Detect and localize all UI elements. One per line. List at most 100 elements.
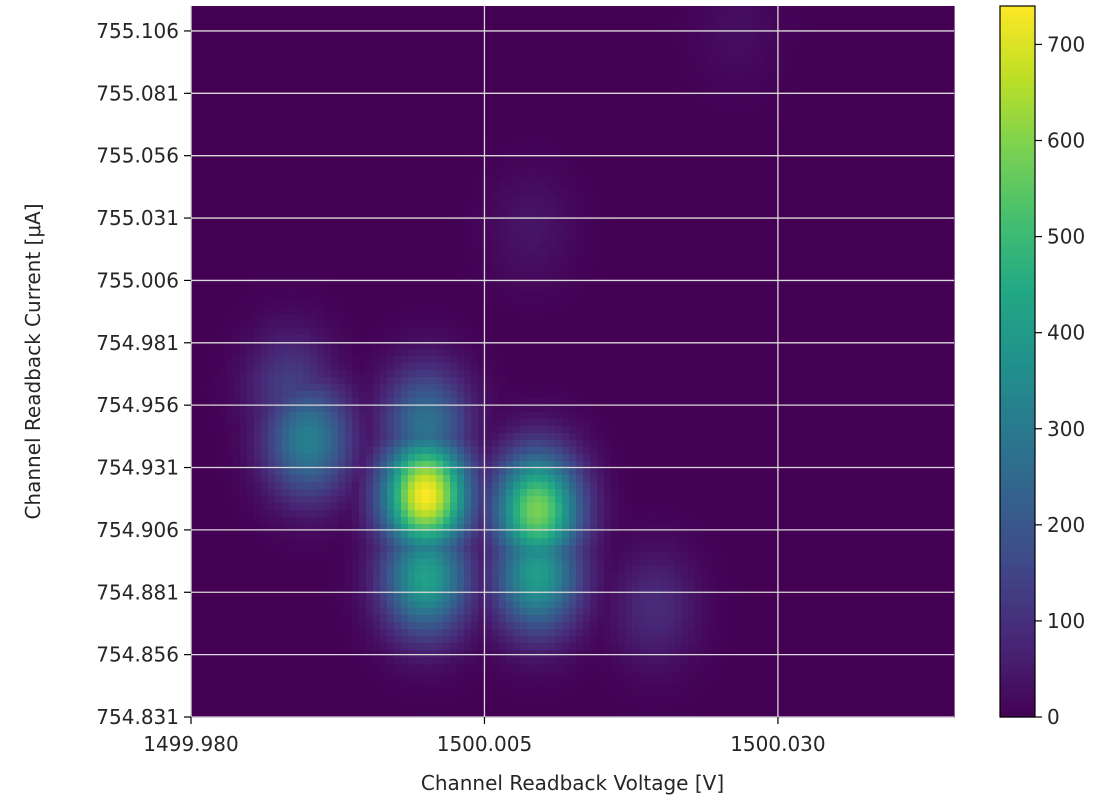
heatmap-cell	[436, 104, 444, 112]
heatmap-cell	[639, 13, 647, 21]
heatmap-cell	[345, 139, 353, 147]
heatmap-cell	[450, 41, 458, 49]
heatmap-cell	[933, 251, 941, 259]
heatmap-cell	[506, 132, 514, 140]
heatmap-cell	[198, 167, 206, 175]
heatmap-cell	[471, 258, 479, 266]
heatmap-cell	[520, 13, 528, 21]
heatmap-cell	[345, 167, 353, 175]
heatmap-cell	[877, 104, 885, 112]
heatmap-cell	[380, 13, 388, 21]
heatmap-cell	[492, 83, 500, 91]
heatmap-cell	[821, 160, 829, 168]
heatmap-cell	[856, 118, 864, 126]
heatmap-cell	[611, 286, 619, 294]
heatmap-cell	[205, 209, 213, 217]
heatmap-cell	[583, 265, 591, 273]
heatmap-cell	[926, 237, 934, 245]
heatmap-cell	[912, 272, 920, 280]
heatmap-cell	[345, 76, 353, 84]
heatmap-cell	[254, 118, 262, 126]
heatmap-cell	[527, 132, 535, 140]
heatmap-cell	[646, 314, 654, 322]
heatmap-cell	[191, 209, 199, 217]
heatmap-cell	[429, 223, 437, 231]
heatmap-cell	[478, 307, 486, 315]
heatmap-cell	[534, 48, 542, 56]
heatmap-cell	[191, 244, 199, 252]
heatmap-cell	[548, 62, 556, 70]
heatmap-cell	[646, 153, 654, 161]
heatmap-cell	[828, 321, 836, 329]
heatmap-cell	[401, 62, 409, 70]
heatmap-cell	[240, 55, 248, 63]
heatmap-cell	[289, 216, 297, 224]
heatmap-cell	[590, 118, 598, 126]
heatmap-cell	[821, 223, 829, 231]
heatmap-cell	[807, 139, 815, 147]
heatmap-cell	[485, 104, 493, 112]
heatmap-cell	[653, 195, 661, 203]
heatmap-cell	[737, 209, 745, 217]
heatmap-cell	[751, 34, 759, 42]
heatmap-cell	[569, 104, 577, 112]
heatmap-cell	[800, 20, 808, 28]
heatmap-cell	[387, 104, 395, 112]
heatmap-cell	[905, 118, 913, 126]
heatmap-cell	[303, 258, 311, 266]
heatmap-cell	[471, 279, 479, 287]
heatmap-cell	[793, 244, 801, 252]
heatmap-cell	[674, 160, 682, 168]
heatmap-cell	[289, 230, 297, 238]
heatmap-cell	[296, 293, 304, 301]
heatmap-cell	[688, 139, 696, 147]
heatmap-cell	[352, 307, 360, 315]
heatmap-cell	[289, 174, 297, 182]
heatmap-cell	[646, 174, 654, 182]
heatmap-cell	[821, 174, 829, 182]
heatmap-cell	[198, 209, 206, 217]
heatmap-cell	[723, 216, 731, 224]
heatmap-cell	[611, 293, 619, 301]
heatmap-cell	[716, 230, 724, 238]
heatmap-cell	[380, 251, 388, 259]
heatmap-cell	[919, 307, 927, 315]
heatmap-cell	[261, 265, 269, 273]
heatmap-cell	[653, 13, 661, 21]
heatmap-cell	[835, 223, 843, 231]
heatmap-cell	[198, 216, 206, 224]
heatmap-cell	[737, 188, 745, 196]
heatmap-cell	[324, 69, 332, 77]
heatmap-cell	[730, 307, 738, 315]
heatmap-cell	[604, 286, 612, 294]
heatmap-cell	[849, 265, 857, 273]
heatmap-cell	[793, 146, 801, 154]
heatmap-cell	[905, 76, 913, 84]
heatmap-cell	[786, 188, 794, 196]
heatmap-cell	[821, 314, 829, 322]
heatmap-cell	[317, 132, 325, 140]
heatmap-cell	[240, 125, 248, 133]
heatmap-cell	[590, 279, 598, 287]
heatmap-cell	[303, 300, 311, 308]
heatmap-cell	[576, 279, 584, 287]
heatmap-cell	[555, 69, 563, 77]
heatmap-cell	[562, 272, 570, 280]
heatmap-cell	[534, 244, 542, 252]
heatmap-cell	[611, 34, 619, 42]
heatmap-cell	[373, 265, 381, 273]
heatmap-cell	[471, 132, 479, 140]
heatmap-cell	[296, 97, 304, 105]
heatmap-cell	[681, 307, 689, 315]
heatmap-cell	[793, 293, 801, 301]
heatmap-cell	[345, 216, 353, 224]
heatmap-cell	[541, 293, 549, 301]
heatmap-cell	[254, 132, 262, 140]
heatmap-cell	[387, 237, 395, 245]
heatmap-cell	[289, 6, 297, 14]
heatmap-cell	[905, 160, 913, 168]
heatmap-cell	[450, 314, 458, 322]
heatmap-cell	[254, 62, 262, 70]
heatmap-cell	[268, 160, 276, 168]
heatmap-cell	[191, 62, 199, 70]
